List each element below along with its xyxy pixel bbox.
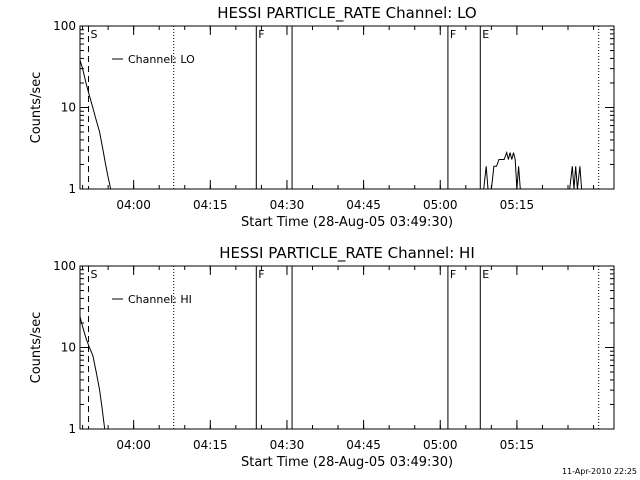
event-marker-label: S (91, 268, 98, 281)
y-tick-label: 1 (68, 182, 76, 196)
y-tick-label: 10 (61, 341, 76, 355)
y-tick-label: 10 (61, 101, 76, 115)
chart-panel-lo: HESSI PARTICLE_RATE Channel: LO 1 10 100 Cou… (29, 4, 615, 230)
x-tick-label: 05:15 (500, 438, 535, 452)
y-tick-label: 100 (53, 259, 76, 273)
y-tick-label: 100 (53, 19, 76, 33)
event-marker-label: S (91, 28, 98, 41)
x-axis-label: Start Time (28-Aug-05 03:49:30) (241, 215, 453, 230)
y-axis-label: Counts/sec (29, 312, 44, 384)
x-tick-label: 04:15 (193, 438, 228, 452)
x-tick-label: 04:30 (270, 438, 305, 452)
event-marker-label: F (450, 28, 456, 41)
y-axis-label: Counts/sec (29, 72, 44, 144)
x-axis-label: Start Time (28-Aug-05 03:49:30) (241, 455, 453, 470)
series-line (79, 316, 106, 430)
x-tick-label: 04:45 (346, 198, 381, 212)
plot-frame (79, 265, 615, 430)
series-line (79, 60, 583, 190)
chart-panel-hi: HESSI PARTICLE_RATE Channel: HI 1 10 100 Cou… (29, 244, 615, 470)
x-tick-label: 04:45 (346, 438, 381, 452)
x-tick-label: 05:00 (423, 198, 458, 212)
plot-frame (79, 25, 615, 190)
chart-title: HESSI PARTICLE_RATE Channel: LO (217, 4, 476, 23)
x-tick-label: 04:15 (193, 198, 228, 212)
x-tick-label: 05:00 (423, 438, 458, 452)
footer-timestamp: 11-Apr-2010 22:25 (562, 467, 637, 476)
x-tick-label: 05:15 (500, 198, 535, 212)
event-marker-label: F (258, 28, 264, 41)
event-marker-label: F (450, 268, 456, 281)
y-tick-label: 1 (68, 422, 76, 436)
event-marker-label: E (482, 28, 489, 41)
event-marker-label: E (482, 268, 489, 281)
chart-title: HESSI PARTICLE_RATE Channel: HI (219, 244, 475, 263)
x-tick-label: 04:00 (116, 438, 151, 452)
x-tick-label: 04:30 (270, 198, 305, 212)
event-marker-label: F (258, 268, 264, 281)
legend-label: Channel: LO (128, 53, 195, 66)
legend-label: Channel: HI (128, 293, 192, 306)
x-tick-label: 04:00 (116, 198, 151, 212)
